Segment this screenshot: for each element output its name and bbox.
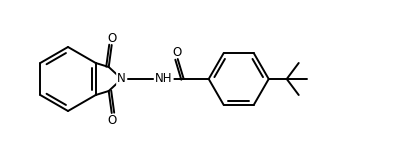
Text: O: O (107, 31, 116, 45)
Text: NH: NH (155, 73, 172, 85)
Text: O: O (172, 46, 181, 58)
Text: N: N (117, 73, 126, 85)
Text: O: O (107, 113, 116, 127)
